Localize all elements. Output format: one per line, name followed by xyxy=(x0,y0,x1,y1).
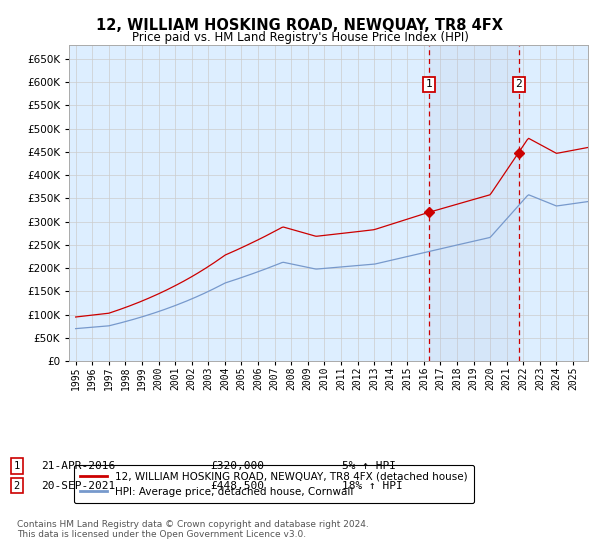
Text: 5% ↑ HPI: 5% ↑ HPI xyxy=(342,461,396,471)
Text: 20-SEP-2021: 20-SEP-2021 xyxy=(41,480,115,491)
Text: Contains HM Land Registry data © Crown copyright and database right 2024.
This d: Contains HM Land Registry data © Crown c… xyxy=(17,520,368,539)
Text: 18% ↑ HPI: 18% ↑ HPI xyxy=(342,480,403,491)
Text: 1: 1 xyxy=(425,80,432,90)
Text: £448,500: £448,500 xyxy=(210,480,264,491)
Bar xyxy=(429,45,518,361)
Text: 1: 1 xyxy=(14,461,20,471)
Text: 12, WILLIAM HOSKING ROAD, NEWQUAY, TR8 4FX: 12, WILLIAM HOSKING ROAD, NEWQUAY, TR8 4… xyxy=(97,18,503,33)
Text: 2: 2 xyxy=(515,80,522,90)
Text: 2: 2 xyxy=(14,480,20,491)
Text: 21-APR-2016: 21-APR-2016 xyxy=(41,461,115,471)
Legend: 12, WILLIAM HOSKING ROAD, NEWQUAY, TR8 4FX (detached house), HPI: Average price,: 12, WILLIAM HOSKING ROAD, NEWQUAY, TR8 4… xyxy=(74,465,474,503)
Text: £320,000: £320,000 xyxy=(210,461,264,471)
Text: Price paid vs. HM Land Registry's House Price Index (HPI): Price paid vs. HM Land Registry's House … xyxy=(131,31,469,44)
